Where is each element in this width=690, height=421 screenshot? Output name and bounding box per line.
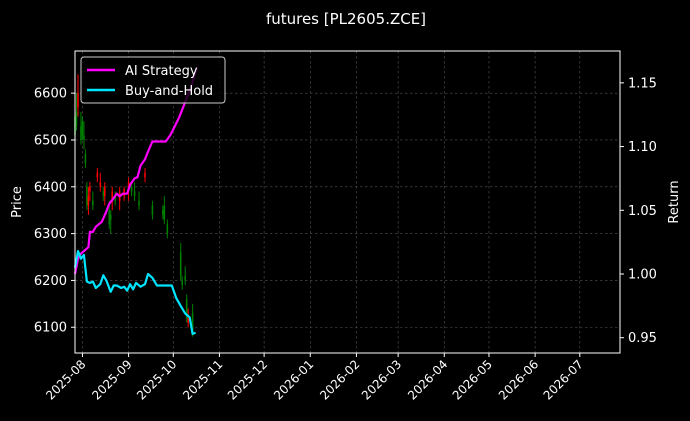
x-tick-label: 2025-09 bbox=[89, 357, 134, 402]
candle-body bbox=[138, 200, 140, 206]
x-tick-label: 2026-03 bbox=[359, 357, 404, 402]
candle-body bbox=[162, 210, 164, 215]
candle-body bbox=[114, 196, 117, 201]
candle-body bbox=[96, 172, 99, 178]
candle-body bbox=[77, 93, 79, 108]
candle-body bbox=[75, 111, 78, 126]
candle-body bbox=[83, 135, 85, 140]
x-tick-label: 2026-04 bbox=[405, 357, 450, 402]
legend-label-ai: AI Strategy bbox=[125, 64, 198, 79]
y-tick-label: 6400 bbox=[34, 180, 67, 195]
legend-label-bh: Buy-and-Hold bbox=[125, 84, 213, 99]
candle-body bbox=[99, 182, 102, 187]
candle-body bbox=[184, 275, 186, 281]
candle-body bbox=[108, 210, 111, 225]
candle-body bbox=[102, 191, 105, 197]
candle-body bbox=[92, 200, 94, 206]
candle-body bbox=[111, 191, 114, 201]
y-axis-left: 6100 6200 6300 6400 6500 6600 bbox=[34, 87, 75, 336]
x-tick-label: 2025-08 bbox=[43, 357, 88, 402]
candle-body bbox=[109, 214, 112, 220]
y-tick-label: 6300 bbox=[34, 227, 67, 242]
candle-body bbox=[187, 317, 189, 323]
plot-area-frame bbox=[74, 50, 621, 354]
candle-body bbox=[130, 186, 133, 192]
y-tick-label: 6500 bbox=[34, 133, 67, 148]
y-axis-label: Price bbox=[10, 186, 25, 218]
y2-tick-label: 1.10 bbox=[628, 140, 657, 155]
x-tick-label: 2025-11 bbox=[180, 357, 225, 402]
y2-tick-label: 0.95 bbox=[628, 331, 657, 346]
candle-body bbox=[80, 125, 82, 140]
y2-tick-label: 1.15 bbox=[628, 76, 657, 91]
x-tick-label: 2026-07 bbox=[541, 357, 586, 402]
candle-body bbox=[166, 224, 169, 234]
candle-body bbox=[163, 205, 166, 220]
candle-body bbox=[81, 121, 84, 136]
candle-body bbox=[144, 172, 146, 178]
x-tick-label: 2026-06 bbox=[496, 357, 541, 402]
candles bbox=[74, 74, 194, 337]
chart-title: futures [PL2605.ZCE] bbox=[266, 10, 426, 28]
candle-body bbox=[179, 252, 182, 276]
series-line-ai-strategy bbox=[73, 67, 199, 275]
series-line-buy-and-hold bbox=[73, 250, 197, 335]
legend-box bbox=[80, 56, 226, 104]
candle-body bbox=[191, 313, 194, 332]
x-tick-label: 2025-10 bbox=[134, 357, 179, 402]
candle-body bbox=[185, 299, 188, 318]
x-tick-label: 2026-01 bbox=[271, 357, 316, 402]
candle-body bbox=[84, 154, 87, 164]
candle-body bbox=[89, 186, 91, 192]
y-axis-right: 0.95 1.00 1.05 1.10 1.15 bbox=[620, 76, 657, 346]
candle-body bbox=[151, 205, 154, 215]
candle-body bbox=[181, 280, 184, 286]
x-axis: 2025-08 2025-09 2025-10 2025-11 2025-12 2026-… bbox=[43, 353, 586, 403]
candle-body bbox=[87, 196, 90, 206]
y-tick-label: 6600 bbox=[34, 87, 67, 102]
y-tick-label: 6100 bbox=[34, 321, 67, 336]
x-tick-label: 2026-02 bbox=[317, 357, 362, 402]
y2-tick-label: 1.05 bbox=[628, 204, 657, 219]
x-tick-label: 2026-05 bbox=[450, 357, 495, 402]
candle-body bbox=[133, 191, 136, 197]
y2-tick-label: 1.00 bbox=[628, 267, 657, 282]
candle-body bbox=[103, 186, 106, 197]
y-tick-label: 6200 bbox=[34, 274, 67, 289]
x-tick-label: 2025-12 bbox=[225, 357, 270, 402]
y2-axis-label: Return bbox=[667, 180, 682, 223]
series-lines bbox=[73, 67, 199, 335]
legend: AI Strategy Buy-and-Hold bbox=[80, 56, 226, 104]
candle-body bbox=[86, 186, 88, 206]
